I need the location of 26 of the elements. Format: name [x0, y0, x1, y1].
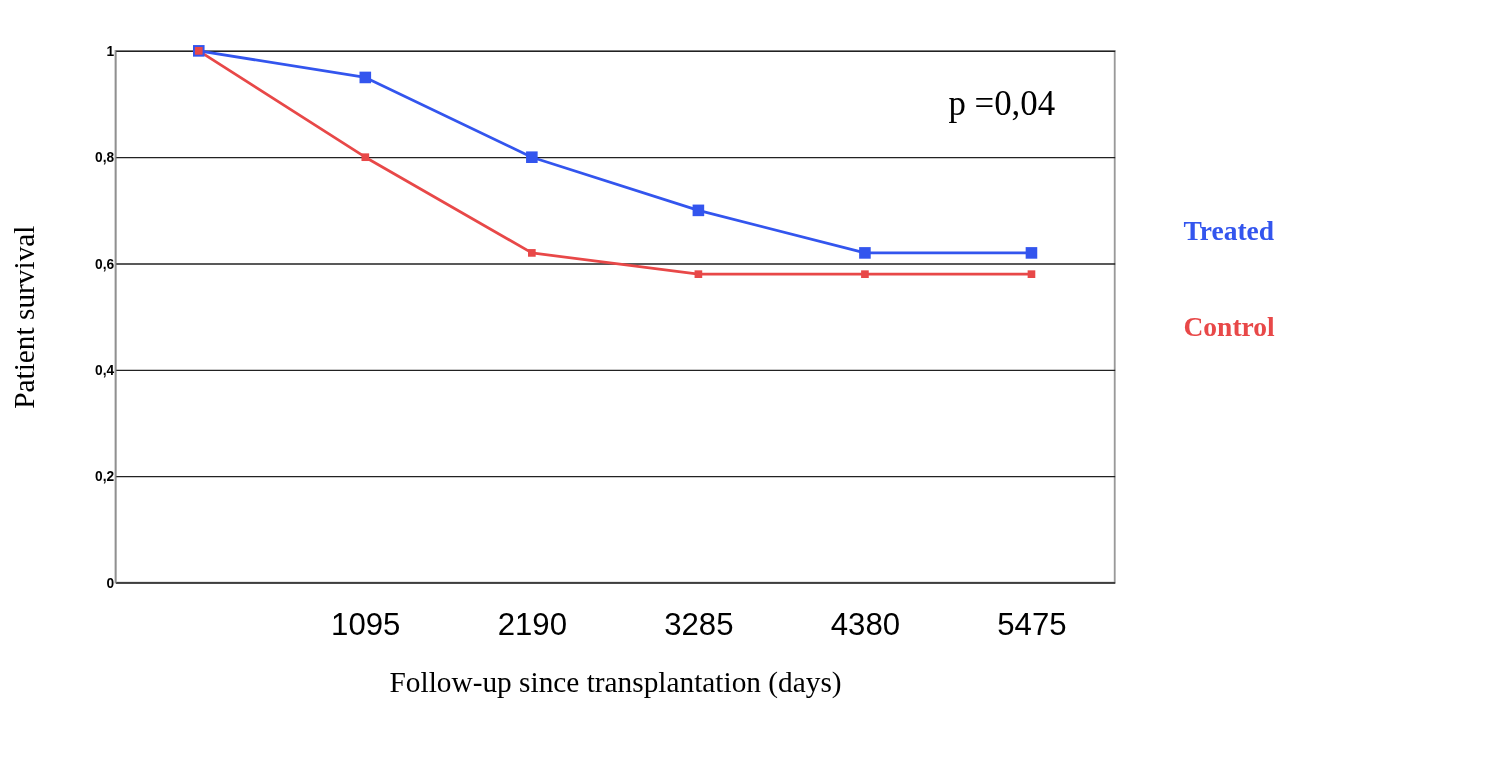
y-axis-title: Patient survival [7, 225, 40, 409]
y-tick-label: 0 [106, 575, 115, 591]
point [359, 71, 372, 84]
point [361, 153, 370, 162]
x-tick-label: 4380 [830, 607, 901, 643]
point [859, 247, 871, 259]
y-tick-label: 0,2 [95, 469, 115, 485]
x-tick-label: 2190 [497, 607, 567, 643]
y-tick-label: 0,4 [95, 362, 115, 378]
point [1025, 247, 1038, 259]
point [861, 270, 869, 279]
point [526, 151, 538, 163]
text: Treated [1183, 214, 1275, 246]
x-tick-label: 1095 [331, 607, 401, 643]
text: Control [1183, 310, 1275, 342]
point [694, 270, 703, 279]
y-tick-label: 0,6 [95, 256, 115, 272]
y-tick-label: 0,8 [95, 150, 115, 166]
annotation: p =0,04 [948, 84, 1056, 124]
y-tick-label: 1 [106, 43, 115, 59]
point [528, 249, 536, 257]
x-tick-label: 3285 [664, 607, 734, 643]
x-axis-title: Follow-up since transplantation (days) [389, 666, 842, 700]
point [1027, 270, 1036, 279]
point [692, 204, 705, 217]
x-tick-label: 5475 [997, 607, 1067, 643]
